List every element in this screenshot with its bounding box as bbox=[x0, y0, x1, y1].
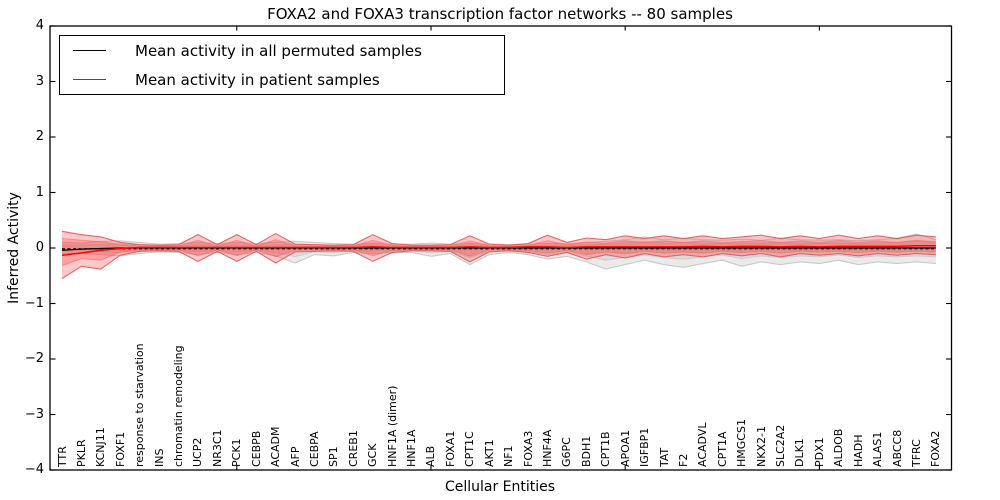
x-tick-label: CEBPB bbox=[249, 430, 263, 467]
x-tick-label: TTR bbox=[55, 446, 69, 467]
legend-item-label: Mean activity in all permuted samples bbox=[135, 41, 422, 60]
x-tick-label: PKLR bbox=[74, 439, 88, 467]
patient-samples-std-band-inner-fill bbox=[62, 238, 936, 266]
x-tick-label: CEBPA bbox=[307, 431, 321, 467]
x-tick-label: NR3C1 bbox=[210, 429, 224, 467]
x-tick-label: KCNJ11 bbox=[94, 427, 108, 467]
legend-line-sample-permuted bbox=[73, 50, 106, 51]
x-tick-label: INS bbox=[152, 448, 166, 467]
chart-title: FOXA2 and FOXA3 transcription factor net… bbox=[267, 5, 733, 23]
x-tick-label: AFP bbox=[288, 446, 302, 468]
x-tick-label: SP1 bbox=[327, 446, 341, 467]
x-tick-label: FOXF1 bbox=[113, 431, 127, 467]
y-tick-label: −3 bbox=[24, 406, 44, 422]
patient-samples-std-band-lower-edge bbox=[61, 250, 936, 279]
x-tick-label: BDH1 bbox=[579, 435, 593, 467]
x-tick-label: ALDOB bbox=[832, 428, 846, 467]
patient-samples-std-band-inner-upper-edge bbox=[61, 237, 936, 247]
x-tick-label: ALAS1 bbox=[871, 431, 885, 467]
x-tick-label: NF1 bbox=[502, 445, 516, 467]
x-tick-label: FOXA1 bbox=[443, 430, 457, 467]
y-tick-label: 4 bbox=[35, 18, 44, 33]
x-tick-label: HNF4A bbox=[541, 429, 554, 467]
x-tick-label: DLK1 bbox=[793, 438, 807, 467]
x-tick-label: NKX2-1 bbox=[754, 426, 768, 467]
x-tick-label: APOA1 bbox=[618, 429, 632, 467]
patient-samples-std-band-upper-edge bbox=[61, 230, 936, 246]
x-tick-label: UCP2 bbox=[191, 437, 205, 467]
x-tick-label: HMGCS1 bbox=[735, 419, 749, 467]
patient-samples-std-band-fill bbox=[62, 231, 936, 279]
x-tick-label: GCK bbox=[366, 443, 380, 467]
x-tick-label: HNF1A (dimer) bbox=[385, 385, 399, 467]
x-tick-label: TAT bbox=[657, 447, 671, 467]
x-tick-label: IGFBP1 bbox=[638, 427, 652, 467]
x-tick-label: G6PC bbox=[560, 437, 574, 467]
x-tick-label: chromatin remodeling bbox=[172, 345, 186, 467]
y-tick-label: 0 bbox=[35, 240, 44, 255]
patient-samples-std-band-inner-lower-edge bbox=[61, 249, 936, 267]
legend-item: Mean activity in patient samples bbox=[73, 69, 504, 91]
permuted-samples-std-band-lower-edge bbox=[61, 251, 936, 270]
legend: Mean activity in all permuted samples Me… bbox=[59, 35, 505, 95]
x-tick-label: ALB bbox=[424, 445, 438, 467]
x-tick-label: FOXA2 bbox=[929, 430, 943, 467]
x-tick-label: AKT1 bbox=[482, 439, 496, 467]
y-tick-label: −1 bbox=[24, 295, 44, 311]
x-tick-label: CPT1B bbox=[599, 431, 613, 467]
x-tick-label: response to starvation bbox=[133, 343, 147, 467]
x-tick-label: SLC2A2 bbox=[774, 424, 788, 467]
y-tick-label: −2 bbox=[24, 351, 44, 366]
legend-item: Mean activity in all permuted samples bbox=[73, 40, 504, 62]
x-tick-label: CPT1C bbox=[463, 431, 477, 467]
legend-line-sample-patient bbox=[73, 79, 106, 80]
x-tick-label: PDX1 bbox=[812, 437, 826, 467]
x-tick-label: ACADVL bbox=[696, 422, 710, 467]
x-tick-label: TFRC bbox=[909, 439, 923, 467]
x-tick-label: HNF1A bbox=[405, 429, 419, 467]
x-axis-label: Cellular Entities bbox=[444, 479, 556, 495]
x-tick-label: F2 bbox=[676, 453, 690, 467]
x-tick-label: ACADM bbox=[269, 426, 283, 468]
y-tick-label: 2 bbox=[35, 129, 44, 144]
legend-item-label: Mean activity in patient samples bbox=[135, 70, 380, 89]
y-tick-label: −4 bbox=[24, 462, 44, 477]
x-tick-label: HADH bbox=[851, 434, 865, 467]
y-tick-label: 3 bbox=[35, 73, 44, 89]
x-tick-label: ABCC8 bbox=[890, 429, 904, 467]
x-tick-label: PCK1 bbox=[230, 438, 244, 467]
y-tick-label: 1 bbox=[35, 184, 44, 200]
x-tick-label: FOXA3 bbox=[521, 430, 535, 467]
patient-mean-line bbox=[61, 245, 936, 256]
x-tick-label: CREB1 bbox=[346, 430, 360, 467]
x-tick-label: CPT1A bbox=[715, 431, 729, 467]
